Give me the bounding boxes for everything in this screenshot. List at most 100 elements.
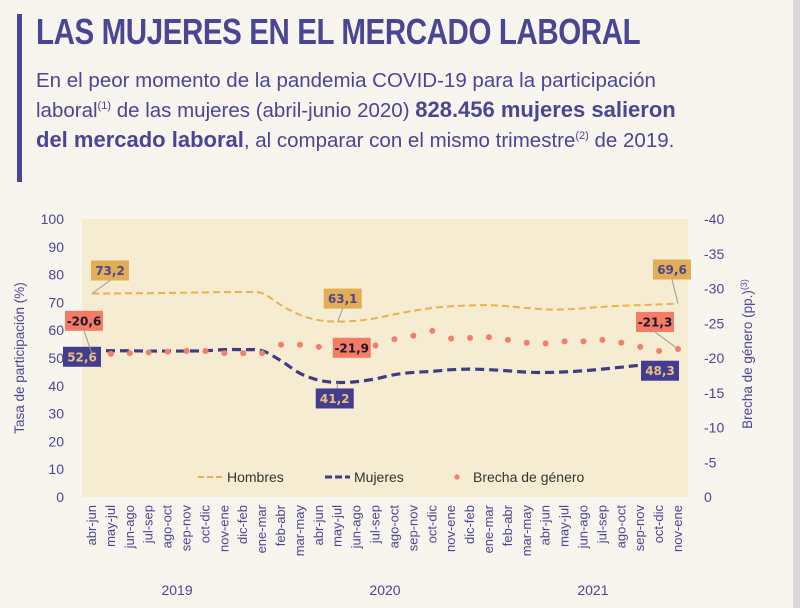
right-tick-label: 0 bbox=[704, 489, 712, 505]
hombres-data-label: 63,1 bbox=[328, 292, 358, 306]
category-label: ago-oct bbox=[160, 505, 175, 549]
category-label: ago-oct bbox=[386, 505, 401, 549]
right-tick-label: -30 bbox=[704, 281, 724, 297]
brecha-data-label: -21,9 bbox=[334, 341, 369, 355]
brecha-point bbox=[221, 350, 228, 357]
legend-brecha-swatch bbox=[454, 474, 460, 480]
mujeres-data-label: 48,3 bbox=[645, 364, 675, 378]
brecha-point bbox=[504, 336, 511, 343]
left-tick-label: 50 bbox=[48, 350, 64, 366]
brecha-point bbox=[467, 334, 474, 341]
category-label: jun-ago bbox=[349, 505, 364, 549]
category-label: sep-nov bbox=[405, 505, 420, 552]
accent-bar bbox=[17, 14, 22, 182]
series bbox=[89, 290, 681, 385]
category-label: abr-jun bbox=[311, 505, 326, 545]
category-label: oct-dic bbox=[197, 505, 212, 544]
category-label: nov-ene bbox=[443, 505, 458, 552]
left-tick-label: 70 bbox=[48, 294, 64, 310]
left-tick-label: 0 bbox=[56, 489, 64, 505]
category-label: jun-ago bbox=[122, 505, 137, 549]
legend-hombres-label: Hombres bbox=[227, 469, 284, 485]
brecha-point bbox=[202, 348, 209, 355]
brecha-point bbox=[429, 327, 436, 334]
window-edge bbox=[793, 0, 800, 608]
footnote-ref-1: (1) bbox=[97, 100, 111, 113]
brecha-point bbox=[523, 339, 530, 346]
brecha-label-box bbox=[65, 310, 103, 331]
right-tick-label: -10 bbox=[704, 420, 724, 436]
brecha-point bbox=[259, 350, 266, 357]
category-label: ene-mar bbox=[481, 504, 496, 553]
brecha-point bbox=[599, 336, 606, 343]
mujeres-label-box bbox=[315, 388, 354, 409]
lead-highlight: 828.456 mujeres salieron del mercado lab… bbox=[36, 97, 676, 152]
category-label: feb-abr bbox=[273, 504, 288, 546]
left-tick-label: 30 bbox=[48, 406, 64, 422]
brecha-point bbox=[183, 348, 190, 355]
annotation-leader bbox=[337, 308, 344, 322]
brecha-point bbox=[145, 349, 152, 356]
year-label: 2019 bbox=[161, 582, 192, 598]
lead-paragraph: En el peor momento de la pandemia COVID-… bbox=[36, 66, 696, 155]
category-label: mar-may bbox=[519, 505, 534, 557]
category-label: nov-ene bbox=[216, 505, 231, 552]
brecha-data-label: -20,6 bbox=[67, 314, 102, 328]
brecha-point bbox=[656, 348, 663, 355]
year-label: 2021 bbox=[577, 582, 608, 598]
category-label: may-jul bbox=[330, 505, 345, 547]
mujeres-data-label: 41,2 bbox=[320, 392, 350, 406]
category-label: jul-sep bbox=[594, 505, 609, 544]
hombres-data-label: 69,6 bbox=[657, 263, 687, 277]
category-label: jun-ago bbox=[575, 505, 590, 549]
left-tick-label: 100 bbox=[41, 211, 65, 227]
left-tick-label: 10 bbox=[48, 461, 64, 477]
brecha-point bbox=[126, 350, 133, 357]
brecha-point bbox=[448, 335, 455, 342]
annotations: 73,2 63,1 69,6 52,6 41,2 48,3 -20,6 -21,9 -21,3 bbox=[63, 259, 691, 409]
x-axis: abr-jun may-jul jun-ago jul-sep ago-oct sep-n… bbox=[84, 504, 685, 556]
lead-text-4: de 2019. bbox=[588, 129, 675, 152]
brecha-point bbox=[278, 341, 285, 348]
category-label: abr-jun bbox=[538, 505, 553, 545]
lead-text-2: de las mujeres (abril-junio 2020) bbox=[111, 99, 416, 122]
plot-area bbox=[82, 219, 688, 497]
category-label: may-jul bbox=[103, 505, 118, 547]
mujeres-data-label: 52,6 bbox=[67, 350, 97, 364]
category-label: ago-oct bbox=[613, 505, 628, 549]
category-label: mar-may bbox=[292, 505, 307, 557]
right-tick-label: -5 bbox=[704, 454, 717, 470]
brecha-point bbox=[164, 348, 171, 355]
hombres-label-box bbox=[323, 288, 362, 309]
brecha-point bbox=[618, 339, 625, 346]
left-tick-label: 80 bbox=[48, 267, 64, 283]
left-axis-title: Tasa de participación (%) bbox=[12, 282, 27, 434]
right-tick-label: -25 bbox=[704, 315, 724, 331]
legend-mujeres-label: Mujeres bbox=[354, 469, 404, 485]
left-tick-label: 20 bbox=[48, 433, 64, 449]
annotation-leader bbox=[83, 330, 93, 354]
brecha-label-box bbox=[332, 337, 371, 358]
brecha-point bbox=[485, 334, 492, 341]
category-label: ene-mar bbox=[254, 504, 269, 553]
category-label: jul-sep bbox=[141, 505, 156, 544]
legend: Hombres Mujeres Brecha de género bbox=[198, 469, 585, 485]
mujeres-line bbox=[92, 347, 679, 385]
brecha-point bbox=[542, 340, 549, 347]
category-label: nov-ene bbox=[670, 505, 685, 552]
footnote-ref-2: (2) bbox=[575, 130, 589, 143]
category-label: dic-feb bbox=[235, 505, 250, 544]
annotation-leader bbox=[654, 331, 679, 350]
right-tick-label: -15 bbox=[704, 385, 724, 401]
page-title: LAS MUJERES EN EL MERCADO LABORAL bbox=[36, 11, 641, 52]
lead-text-3: , al comparar con el mismo trimestre bbox=[243, 129, 576, 152]
brecha-point bbox=[296, 341, 303, 348]
category-label: sep-nov bbox=[179, 505, 194, 552]
brecha-point bbox=[315, 343, 322, 350]
category-label: may-jul bbox=[557, 505, 572, 547]
left-axis: 0 10 20 30 40 50 60 70 80 90 100 bbox=[41, 211, 65, 505]
year-label: 2020 bbox=[369, 582, 400, 598]
left-tick-label: 90 bbox=[48, 239, 64, 255]
category-label: dic-feb bbox=[462, 505, 477, 544]
brecha-data-label: -21,3 bbox=[638, 315, 673, 329]
